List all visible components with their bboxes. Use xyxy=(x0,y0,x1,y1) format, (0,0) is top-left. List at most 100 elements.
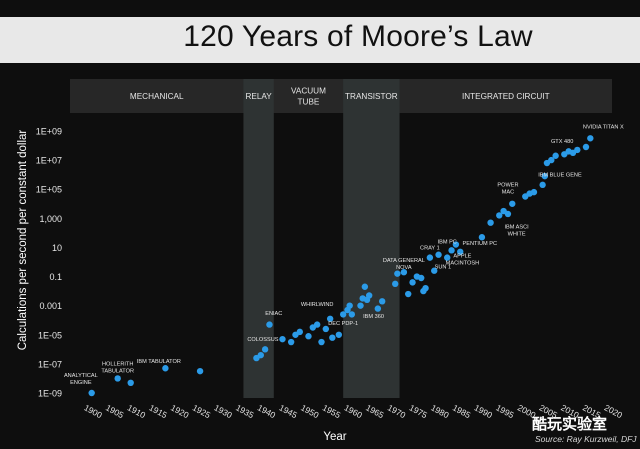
data-point xyxy=(361,283,369,290)
source-credit: Source: Ray Kurzweil, DFJ xyxy=(535,434,637,444)
x-tick-label: 1910 xyxy=(126,402,148,420)
point-annotation: POWER xyxy=(497,182,518,188)
data-point xyxy=(574,146,581,154)
page-title-text: 120 Years of Moore’s Law xyxy=(183,20,533,53)
point-annotation: IBM PC xyxy=(438,240,457,246)
x-tick-label: 1925 xyxy=(191,402,213,420)
y-axis-ticks: 1E-09 1E-07 1E-05 0.001 0.1 10 1,000 1E+05 1E+07… xyxy=(36,127,62,399)
x-tick-label: 1995 xyxy=(494,402,516,420)
y-tick-label: 1,000 xyxy=(39,214,62,224)
era-label: RELAY xyxy=(245,92,272,101)
x-tick-label: 1935 xyxy=(234,402,256,420)
point-annotation: PENTIUM PC xyxy=(463,241,498,247)
era-band-3 xyxy=(343,79,400,398)
point-annotation: ANALYTICAL xyxy=(64,373,98,379)
x-tick-label: 1980 xyxy=(429,402,451,420)
x-tick-label: 1915 xyxy=(147,402,169,420)
point-annotation: IBM BLUE GENE xyxy=(538,173,582,179)
y-tick-label: 0.1 xyxy=(49,272,62,282)
data-point xyxy=(296,328,304,336)
data-point xyxy=(457,248,464,256)
x-tick-label: 1990 xyxy=(473,402,495,420)
x-tick-label: 1955 xyxy=(321,402,343,420)
data-point xyxy=(418,274,425,282)
title-bar xyxy=(0,17,640,63)
data-point xyxy=(448,247,455,254)
data-point xyxy=(548,156,555,164)
data-point xyxy=(322,325,330,333)
point-annotation: HOLLERITH xyxy=(102,361,133,367)
data-point xyxy=(162,365,169,372)
data-point xyxy=(478,234,486,241)
data-point xyxy=(405,290,412,298)
era-band-1 xyxy=(243,79,274,398)
point-annotation: ENIAC xyxy=(265,311,282,317)
data-point xyxy=(335,331,343,338)
data-point xyxy=(400,268,408,276)
y-tick-label: 1E+09 xyxy=(36,127,62,137)
point-annotation: IBM ASCI xyxy=(504,224,529,230)
x-tick-label: 1950 xyxy=(299,402,321,420)
data-point xyxy=(378,298,386,305)
point-annotation: MACINTOSH xyxy=(446,261,479,267)
data-point xyxy=(426,254,434,261)
x-tick-label: 1975 xyxy=(408,402,430,420)
point-annotation: GTX 480 xyxy=(551,139,573,145)
era-header-bar xyxy=(70,79,612,113)
data-point xyxy=(114,375,121,382)
data-point xyxy=(357,302,364,309)
data-point xyxy=(318,338,325,346)
data-point xyxy=(374,305,382,312)
point-annotation: SUN 1 xyxy=(435,264,451,270)
x-tick-label: 1965 xyxy=(364,402,386,420)
data-point xyxy=(329,334,336,341)
x-tick-label: 1945 xyxy=(278,402,300,420)
x-tick-label: 1985 xyxy=(451,402,473,420)
data-point xyxy=(339,311,347,318)
watermark: 酷玩实验室 xyxy=(532,415,608,433)
era-label: TUBE xyxy=(298,98,320,107)
data-point xyxy=(452,241,460,248)
point-annotation: CRAY 1 xyxy=(420,245,440,251)
data-point xyxy=(487,219,494,226)
data-points xyxy=(88,135,594,397)
point-annotation: WHITE xyxy=(508,231,526,237)
data-point xyxy=(509,200,516,207)
era-bands: MECHANICAL RELAY VACUUM TUBE TRANSISTOR INTEG… xyxy=(70,79,612,398)
point-annotation: IBM TABULATOR xyxy=(137,359,181,365)
era-label: MECHANICAL xyxy=(130,92,184,101)
data-point xyxy=(444,254,451,261)
data-point xyxy=(541,172,548,180)
x-tick-label: 1960 xyxy=(343,402,365,420)
point-annotation: COLOSSUS xyxy=(247,337,278,343)
data-point xyxy=(127,379,134,387)
y-axis-label: Calculations per second per constant dol… xyxy=(17,129,29,351)
data-point xyxy=(261,346,269,353)
data-point xyxy=(313,321,321,328)
point-annotation: MAC xyxy=(502,189,514,195)
y-tick-label: 1E-09 xyxy=(38,389,62,399)
era-label: VACUUM xyxy=(291,87,326,96)
x-tick-label: 1970 xyxy=(386,402,408,420)
data-point xyxy=(392,280,399,288)
era-label: INTEGRATED CIRCUIT xyxy=(462,92,550,101)
point-annotation: TABULATOR xyxy=(101,368,134,374)
x-tick-label: 1900 xyxy=(82,402,104,420)
point-annotation: DATA GENERAL xyxy=(383,258,425,264)
data-point xyxy=(504,210,512,218)
data-point xyxy=(530,188,538,196)
x-tick-label: 1940 xyxy=(256,402,278,420)
data-point xyxy=(346,302,353,309)
point-annotation: ENGINE xyxy=(70,380,92,386)
y-tick-label: 1E+07 xyxy=(36,156,62,166)
data-point xyxy=(587,135,594,142)
x-tick-label: 1920 xyxy=(169,402,191,420)
data-point xyxy=(88,389,95,397)
x-axis-label: Year xyxy=(323,431,347,443)
data-point xyxy=(279,335,286,343)
data-point xyxy=(365,292,373,299)
y-tick-label: 1E-05 xyxy=(38,330,62,340)
